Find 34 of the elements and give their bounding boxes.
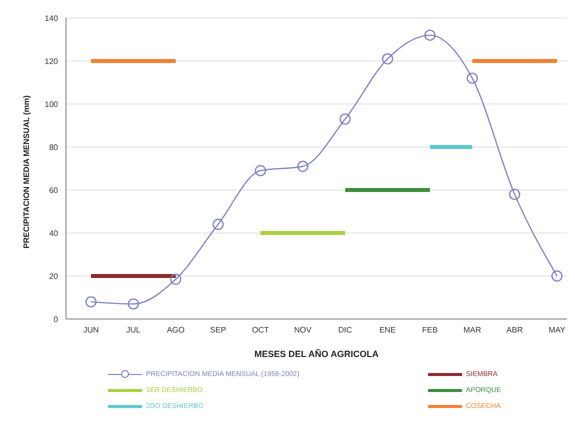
y-tick-label: 20: [49, 272, 59, 281]
x-tick-label: MAR: [463, 326, 482, 335]
point: [551, 270, 563, 282]
point: [128, 298, 139, 310]
y-tick-label: 40: [49, 228, 59, 238]
y-tick-label: 120: [44, 56, 59, 66]
y-tick-label: 0: [54, 314, 59, 324]
x-tick-label: AGO: [166, 326, 185, 335]
point: [466, 72, 478, 84]
point: [170, 274, 182, 285]
x-tick-label: JUN: [83, 326, 99, 335]
x-tick-label: JUL: [126, 326, 142, 335]
x-axis-title: MESES DEL AÑO AGRICOLA: [254, 348, 380, 359]
x-tick-label: DIC: [338, 326, 352, 335]
y-tick-label: 80: [49, 142, 59, 152]
y-tick-label: 100: [44, 100, 59, 109]
x-tick-label: ENE: [379, 326, 396, 335]
x-tick-label: NOV: [294, 326, 312, 335]
point: [254, 165, 266, 176]
x-tick-label: SEP: [210, 326, 226, 335]
y-tick-label: 60: [49, 186, 59, 195]
x-tick-label: ABR: [506, 326, 524, 335]
point: [509, 188, 520, 200]
point: [340, 113, 351, 125]
point: [382, 53, 394, 64]
y-tick-label: 140: [44, 14, 59, 23]
point: [85, 296, 97, 308]
point: [297, 160, 308, 172]
point: [212, 218, 224, 230]
point: [424, 30, 436, 41]
x-tick-label: MAY: [548, 326, 566, 335]
x-tick-label: OCT: [252, 326, 270, 335]
x-tick-label: FEB: [422, 326, 438, 335]
y-axis-title: PRECIPITACION MEDIA MENSUAL (mm): [22, 94, 31, 248]
